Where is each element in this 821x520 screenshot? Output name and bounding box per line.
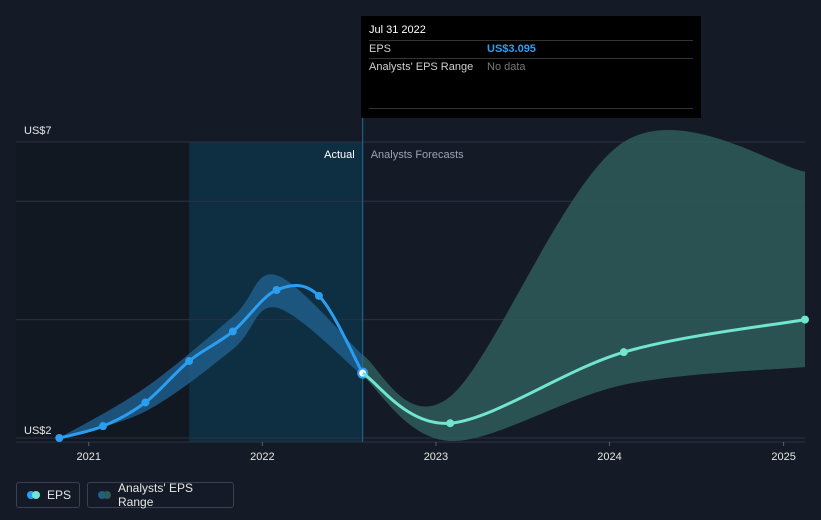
data-point [801, 315, 809, 324]
legend-range-button[interactable]: Analysts' EPS Range [87, 481, 234, 509]
data-point [55, 434, 64, 442]
tooltip-divider [369, 108, 693, 109]
forecast-label: Analysts Forecasts [371, 149, 464, 161]
data-point [228, 327, 237, 336]
y-tick-label: US$7 [24, 125, 52, 137]
y-tick-label: US$2 [24, 425, 52, 437]
range-swatch-icon [98, 491, 111, 499]
x-tick-label: 2021 [77, 451, 101, 463]
x-tick-label: 2024 [597, 451, 621, 463]
eps-swatch-icon [27, 491, 40, 499]
tooltip-eps-label: EPS [369, 43, 392, 55]
data-point [99, 422, 108, 431]
data-point [185, 357, 194, 366]
x-tick-label: 2022 [250, 451, 274, 463]
actual-label: Actual [324, 149, 355, 161]
x-tick-label: 2025 [771, 451, 795, 463]
data-point [272, 286, 281, 294]
tooltip-range-label: Analysts' EPS Range [369, 61, 474, 73]
data-point [446, 419, 455, 428]
legend-range-label: Analysts' EPS Range [118, 481, 193, 509]
range-area-actual [59, 274, 363, 438]
series-line-forecast [361, 318, 806, 425]
data-point [619, 348, 628, 357]
tooltip-date: Jul 31 2022 [369, 24, 426, 36]
tooltip-range-value: No data [487, 61, 526, 73]
range-area-forecast [362, 130, 805, 441]
tooltip-range-row: Analysts' EPS Range No data [369, 58, 693, 76]
x-tick-label: 2023 [424, 451, 448, 463]
legend-eps-label: EPS [47, 488, 72, 502]
data-point [314, 291, 323, 300]
tooltip-eps-value: US$3.095 [487, 43, 536, 55]
data-point [141, 398, 150, 407]
legend-eps-button[interactable]: EPS [16, 482, 80, 508]
tooltip-eps-row: EPS US$3.095 [369, 40, 693, 58]
chart-tooltip: Jul 31 2022 EPS US$3.095 Analysts' EPS R… [361, 16, 701, 118]
